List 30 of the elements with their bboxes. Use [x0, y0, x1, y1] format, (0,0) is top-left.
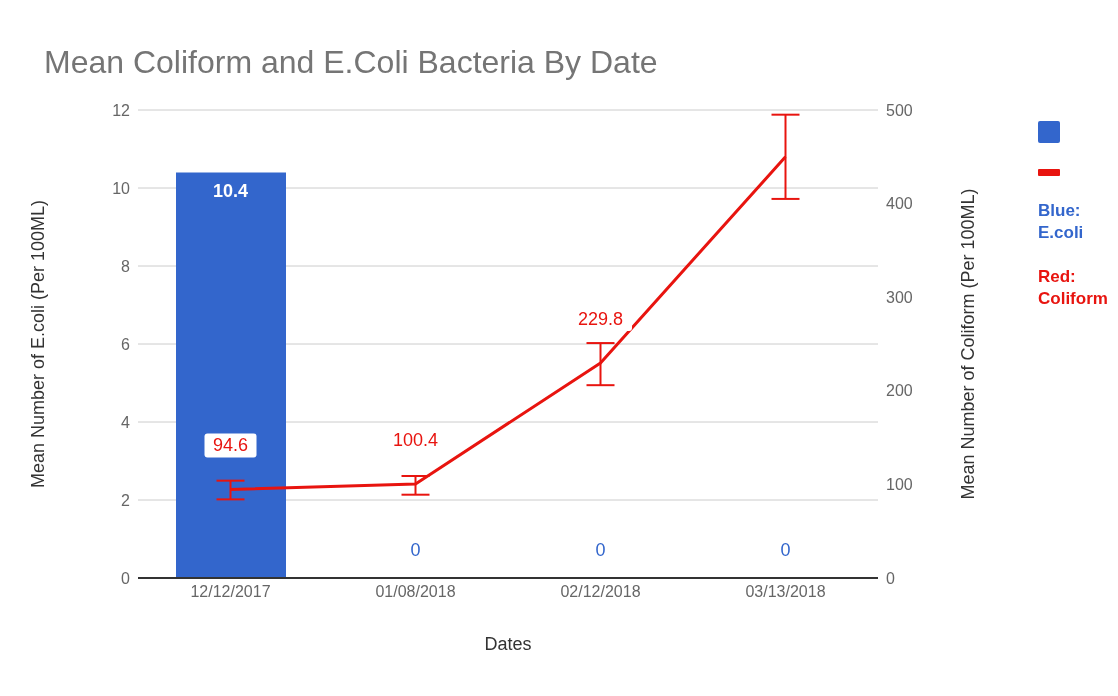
- y2-tick-label: 100: [886, 476, 913, 494]
- x-tick-label: 12/12/2017: [190, 583, 271, 601]
- y2-tick-label: 300: [886, 288, 913, 306]
- x-tick-label: 02/12/2018: [560, 583, 641, 601]
- y-tick-label: 0: [121, 569, 131, 587]
- y2-tick-label: 400: [886, 195, 913, 213]
- x-tick-label: 01/08/2018: [375, 583, 456, 601]
- x-tick-label: 03/13/2018: [745, 583, 826, 601]
- chart-title: Mean Coliform and E.Coli Bacteria By Date: [44, 44, 658, 81]
- data-label: 10.4: [212, 181, 249, 202]
- y2-tick-label: 500: [886, 101, 913, 119]
- data-label: 100.4: [392, 430, 439, 451]
- data-label: 94.6: [212, 435, 249, 456]
- text: Red: Coliform: [1038, 266, 1109, 310]
- x-axis-title: Dates: [484, 634, 532, 654]
- y-tick-label: 8: [121, 257, 131, 275]
- text: Blue: E.coli: [1038, 200, 1085, 244]
- y2-tick-label: 200: [886, 382, 913, 400]
- y-tick-label: 10: [112, 179, 131, 197]
- y-tick-label: 6: [121, 335, 131, 353]
- data-label: 0: [595, 540, 606, 560]
- data-label: 0: [780, 540, 791, 560]
- data-label: 0: [410, 540, 421, 560]
- y-axis-title: Mean Number of E.coli (Per 100ML): [28, 199, 49, 489]
- y2-axis-title: Mean Number of Coliform (Per 100ML): [958, 188, 979, 500]
- data-label: 229.8: [577, 308, 624, 329]
- y-tick-label: 4: [121, 413, 131, 431]
- y-tick-label: 12: [112, 101, 131, 119]
- y2-tick-label: 0: [886, 569, 895, 587]
- y-tick-label: 2: [121, 491, 131, 509]
